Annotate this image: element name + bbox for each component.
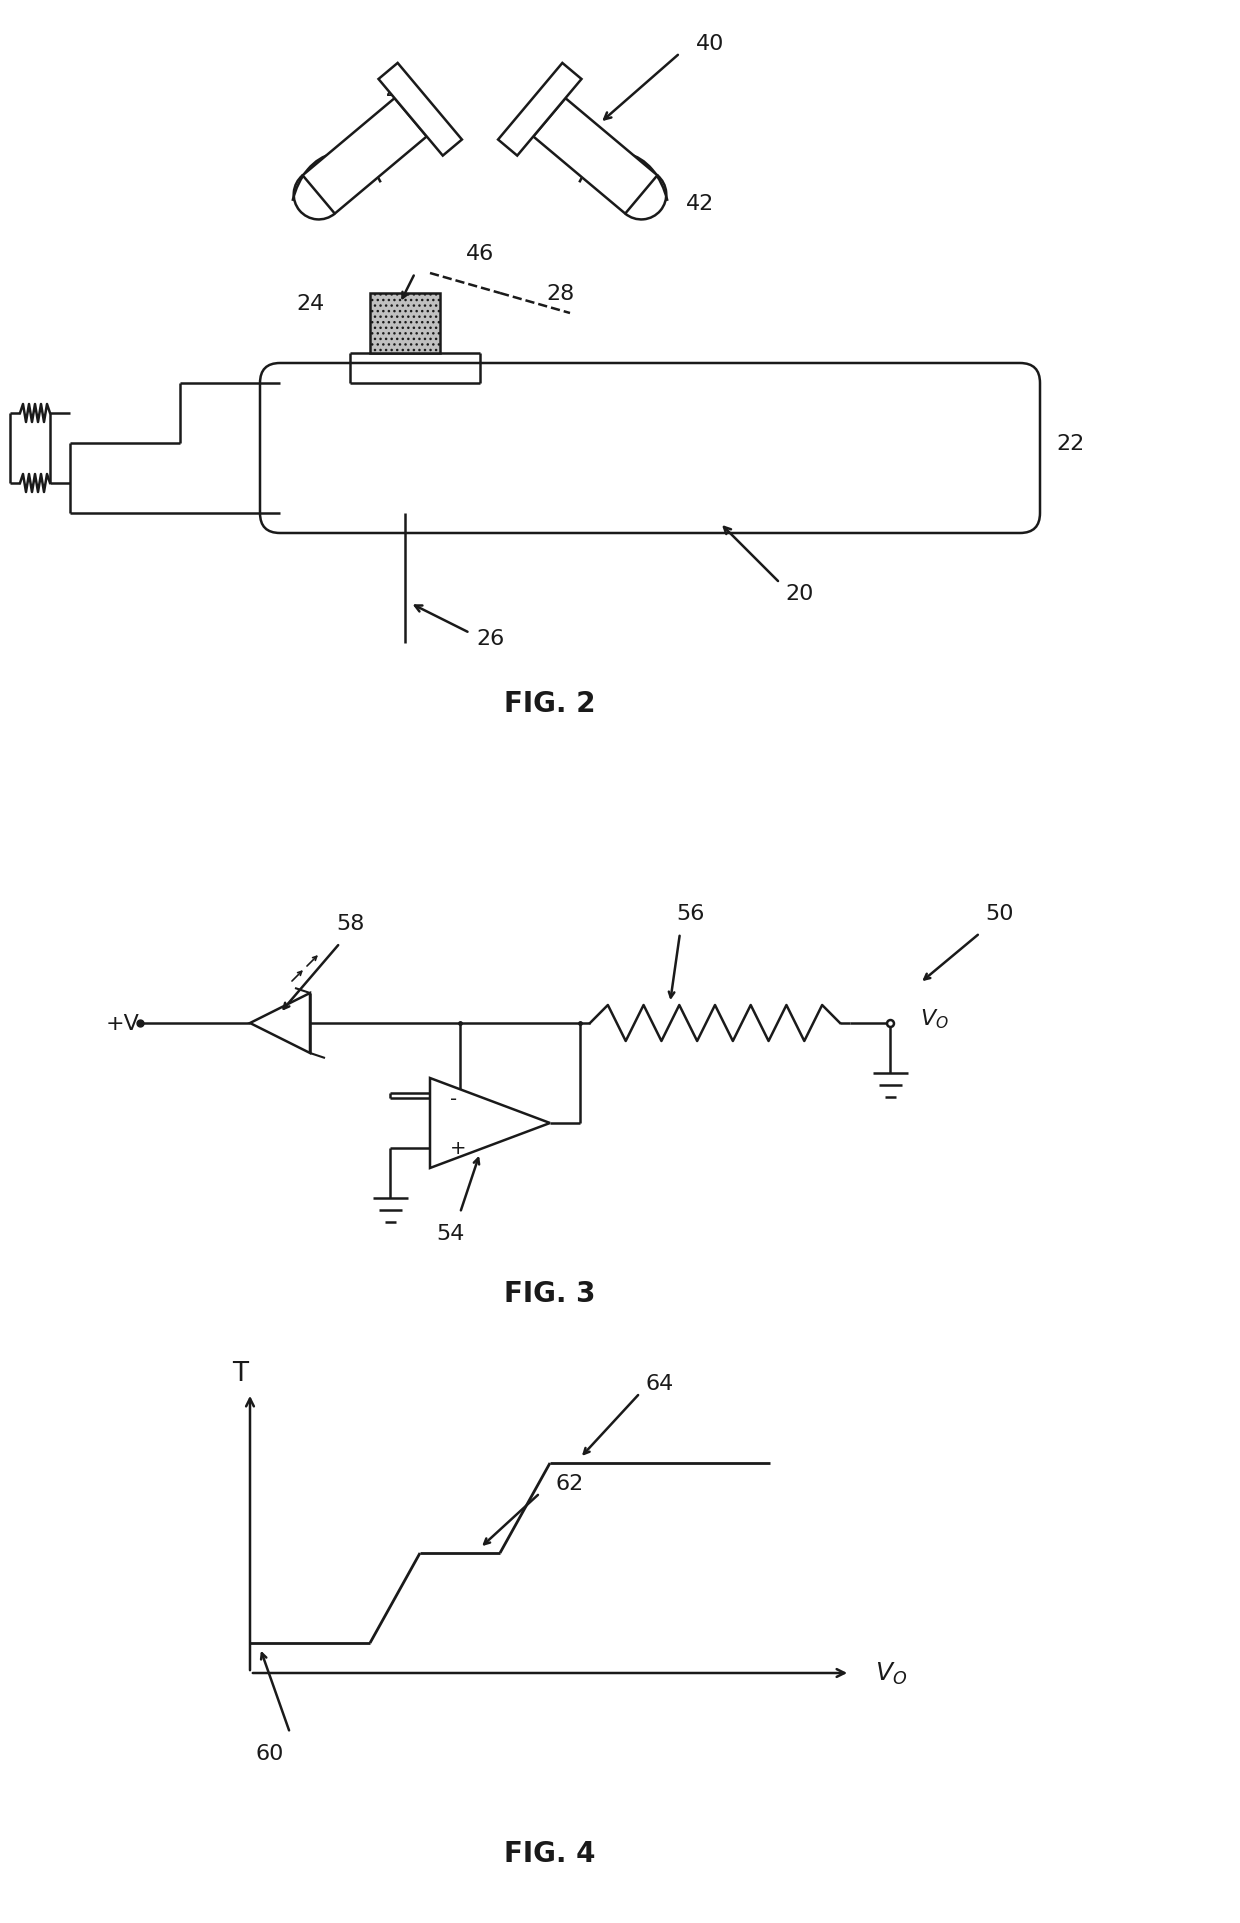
Text: 56: 56 [676,904,704,923]
Polygon shape [303,100,427,215]
Polygon shape [498,63,582,156]
FancyBboxPatch shape [260,363,1040,535]
Text: 20: 20 [786,585,815,604]
Text: 50: 50 [986,904,1014,923]
Bar [370,294,440,354]
Text: FIG. 3: FIG. 3 [505,1279,595,1308]
Text: T: T [232,1360,248,1386]
Text: -: - [450,1088,458,1108]
Text: 58: 58 [336,913,365,933]
Polygon shape [378,63,463,156]
Text: 22: 22 [1056,435,1084,454]
Text: $V_O$: $V_O$ [875,1660,908,1686]
Text: 54: 54 [435,1223,464,1244]
Polygon shape [533,100,657,215]
Text: 40: 40 [696,35,724,54]
Text: $V_O$: $V_O$ [920,1006,949,1031]
Text: +V: +V [107,1013,140,1033]
Text: 60: 60 [255,1742,284,1763]
Text: 62: 62 [556,1473,584,1494]
Polygon shape [430,1079,551,1169]
Text: 44: 44 [386,85,414,104]
Text: FIG. 4: FIG. 4 [505,1838,595,1867]
Text: 64: 64 [646,1373,675,1394]
Polygon shape [250,994,310,1054]
Text: 46: 46 [466,244,494,263]
Text: +: + [450,1138,466,1158]
Text: 28: 28 [546,285,574,304]
Text: FIG. 2: FIG. 2 [505,690,595,717]
Text: 24: 24 [296,294,324,313]
Text: 26: 26 [476,629,505,648]
Text: 42: 42 [686,194,714,213]
